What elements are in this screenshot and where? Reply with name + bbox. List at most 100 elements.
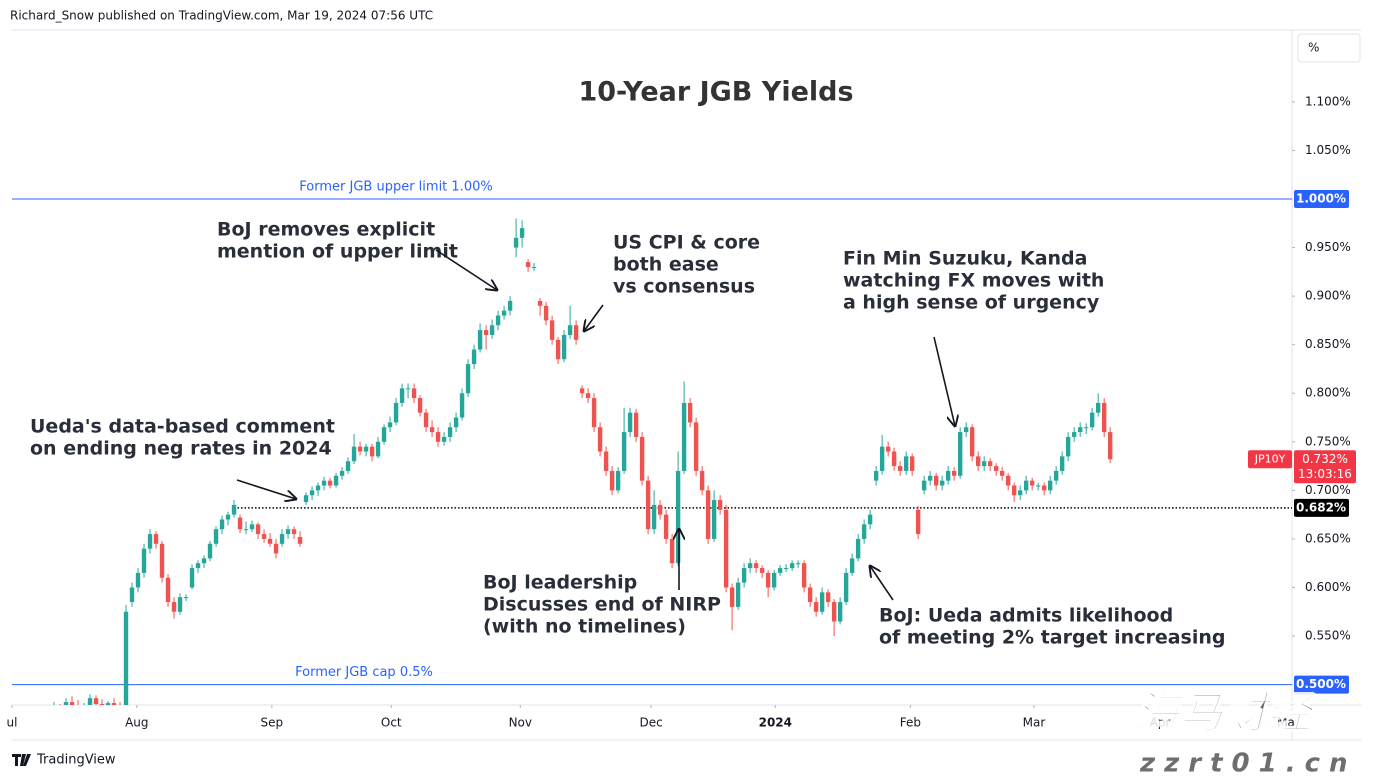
candle-body — [903, 456, 909, 471]
candle-body — [345, 461, 351, 471]
candle-body — [1101, 402, 1107, 433]
candle-body — [423, 412, 429, 428]
plot — [12, 198, 1292, 712]
arrow — [236, 479, 296, 499]
unit-box — [1297, 33, 1361, 63]
candle-body — [759, 568, 765, 573]
y-tick-label: 1.100% — [1305, 94, 1351, 108]
y-tick-label: 0.650% — [1305, 531, 1351, 545]
y-tick-label: 0.950% — [1305, 240, 1351, 254]
reference-label: Former JGB upper limit 1.00% — [299, 179, 492, 194]
candle-body — [1047, 480, 1053, 491]
watermark: zzrt01.cn — [1139, 749, 1357, 778]
candle-body — [507, 300, 513, 311]
candle-body — [969, 427, 975, 457]
candle-body — [453, 417, 459, 428]
axis-price-label: 0.682% — [1296, 500, 1346, 514]
annotation: Ueda's data-based comment — [30, 416, 335, 438]
annotation: watching FX moves with — [843, 270, 1104, 292]
x-tick-label: 2024 — [759, 716, 792, 730]
candle-body — [459, 393, 465, 418]
candle-body — [183, 597, 189, 599]
candle-body — [549, 320, 555, 340]
candle-body — [1011, 485, 1017, 496]
candle-body — [531, 266, 537, 268]
candle-body — [267, 538, 273, 544]
candle-body — [579, 388, 585, 394]
candle-body — [585, 393, 591, 399]
candle-body — [129, 587, 135, 603]
axis-price-label: 0.500% — [1296, 677, 1346, 691]
candle-body — [1071, 432, 1077, 437]
candle-body — [58, 708, 62, 712]
candle-body — [405, 388, 411, 390]
candle-body — [399, 388, 405, 403]
axis-price-box — [1294, 675, 1349, 694]
candle-body — [63, 702, 69, 705]
candle-body — [645, 480, 651, 530]
x-tick-label: Mar — [1023, 716, 1046, 730]
candle-body — [465, 364, 471, 394]
x-tick-label: Nov — [509, 716, 532, 730]
candle-body — [939, 480, 945, 486]
arrow — [870, 566, 894, 601]
candle-body — [795, 563, 801, 565]
arrow — [435, 249, 497, 290]
candle-body — [855, 538, 861, 559]
candle-body — [381, 427, 387, 442]
candle-body — [987, 461, 993, 467]
y-tick-label: 1.050% — [1305, 143, 1351, 157]
candle-body — [933, 475, 939, 486]
candle-body — [831, 602, 837, 622]
candle-body — [999, 470, 1005, 476]
candle-body — [603, 451, 609, 471]
last-price-label: 0.732% — [1302, 452, 1348, 466]
candle-body — [543, 305, 549, 321]
candle-body — [315, 485, 321, 491]
y-tick-label: 0.700% — [1305, 483, 1351, 497]
candle-body — [627, 412, 633, 433]
watermark: 海马财经 — [1135, 688, 1316, 739]
candle-body — [693, 422, 699, 471]
candle-body — [813, 602, 819, 612]
candle-body — [681, 402, 687, 471]
candle-body — [141, 548, 147, 573]
candle-body — [837, 602, 843, 622]
candle-body — [1065, 436, 1071, 457]
candle-body — [321, 480, 327, 486]
annotation: BoJ: Ueda admits likelihood — [879, 605, 1173, 627]
candle-body — [975, 456, 981, 467]
candle-body — [609, 470, 615, 491]
candle-body — [471, 349, 477, 365]
candle-body — [687, 402, 693, 423]
candle-body — [921, 480, 927, 491]
candle-body — [615, 470, 621, 491]
candle-body — [447, 427, 453, 437]
candle-body — [1107, 432, 1113, 460]
candle-body — [123, 611, 129, 705]
annotation: a high sense of urgency — [843, 292, 1100, 314]
x-tick-label: ul — [7, 716, 18, 730]
candle-body — [867, 514, 873, 525]
candle-body — [411, 388, 417, 399]
candle-body — [105, 703, 111, 705]
candle-body — [873, 470, 879, 481]
candle-body — [171, 602, 177, 612]
annotation: Discusses end of NIRP — [483, 594, 721, 616]
x-tick-label: Apr — [1150, 716, 1171, 730]
candle-body — [789, 563, 795, 569]
candle-body — [669, 538, 675, 564]
candle-body — [165, 577, 171, 603]
candle-body — [561, 334, 567, 360]
footer: TradingView — [12, 753, 116, 768]
annotation: of meeting 2% target increasing — [879, 627, 1226, 649]
candle-body — [417, 398, 423, 413]
candle-body — [981, 461, 987, 467]
candle-body — [753, 563, 759, 569]
candle-body — [243, 529, 249, 531]
candle-body — [441, 436, 447, 442]
candle-body — [237, 517, 243, 530]
candle-body — [633, 412, 639, 437]
candle-body — [489, 325, 495, 335]
candle-body — [699, 470, 705, 491]
